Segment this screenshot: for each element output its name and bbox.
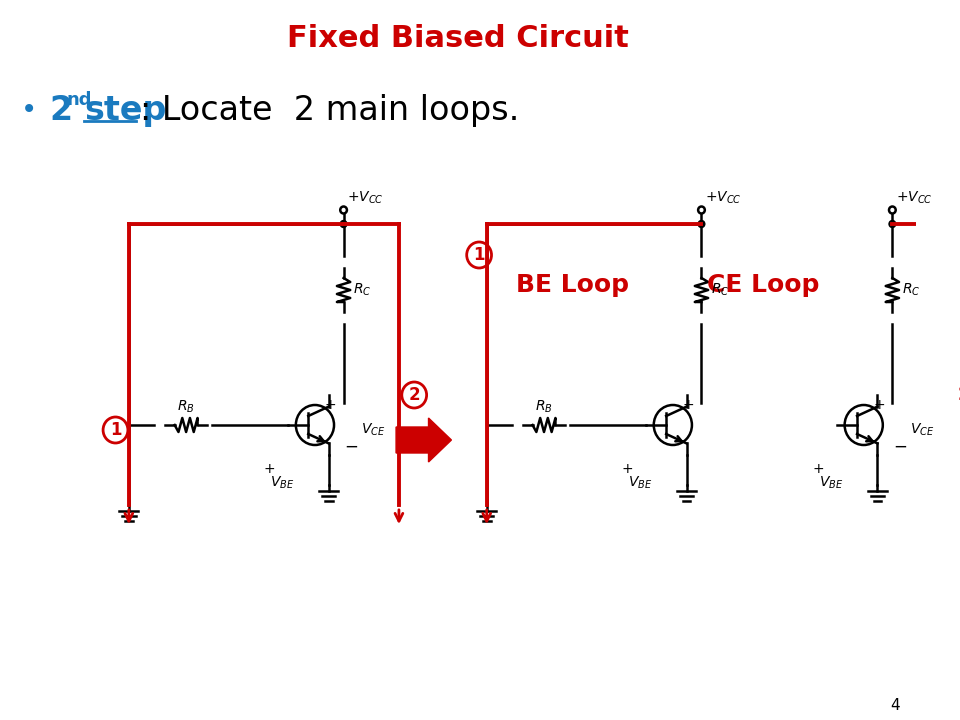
Text: +: + (812, 462, 824, 476)
Text: −: − (345, 438, 358, 456)
Circle shape (889, 220, 896, 228)
FancyArrow shape (396, 418, 451, 462)
Text: $R_C$: $R_C$ (711, 282, 730, 298)
Text: BE Loop: BE Loop (516, 273, 629, 297)
Text: 1: 1 (109, 421, 121, 439)
Text: +: + (621, 462, 633, 476)
Text: : Locate  2 main loops.: : Locate 2 main loops. (140, 94, 519, 127)
Circle shape (698, 220, 705, 228)
Text: +: + (683, 398, 694, 412)
Text: $V_{CE}$: $V_{CE}$ (909, 422, 934, 438)
Text: 4: 4 (891, 698, 900, 713)
Text: •: • (20, 96, 36, 124)
Text: $R_C$: $R_C$ (901, 282, 921, 298)
Text: 1: 1 (473, 246, 485, 264)
Text: $+V_{CC}$: $+V_{CC}$ (897, 190, 933, 206)
Text: +: + (324, 398, 336, 412)
Text: $V_{CE}$: $V_{CE}$ (361, 422, 385, 438)
Text: Fixed Biased Circuit: Fixed Biased Circuit (287, 24, 629, 53)
Text: $R_C$: $R_C$ (353, 282, 372, 298)
Circle shape (340, 220, 347, 228)
Text: +: + (874, 398, 885, 412)
Text: $R_B$: $R_B$ (535, 399, 553, 415)
Text: 2: 2 (957, 386, 960, 404)
Text: $+V_{CC}$: $+V_{CC}$ (706, 190, 742, 206)
Text: $V_{BE}$: $V_{BE}$ (271, 474, 295, 491)
Text: $V_{BE}$: $V_{BE}$ (628, 474, 653, 491)
Text: 2: 2 (50, 94, 73, 127)
Text: CE Loop: CE Loop (708, 273, 820, 297)
Text: $R_B$: $R_B$ (178, 399, 195, 415)
Text: −: − (893, 438, 907, 456)
Text: 2: 2 (408, 386, 420, 404)
Text: nd: nd (67, 91, 92, 109)
Text: step: step (84, 94, 166, 127)
Text: $+V_{CC}$: $+V_{CC}$ (348, 190, 384, 206)
Text: +: + (263, 462, 275, 476)
Text: $V_{BE}$: $V_{BE}$ (819, 474, 844, 491)
